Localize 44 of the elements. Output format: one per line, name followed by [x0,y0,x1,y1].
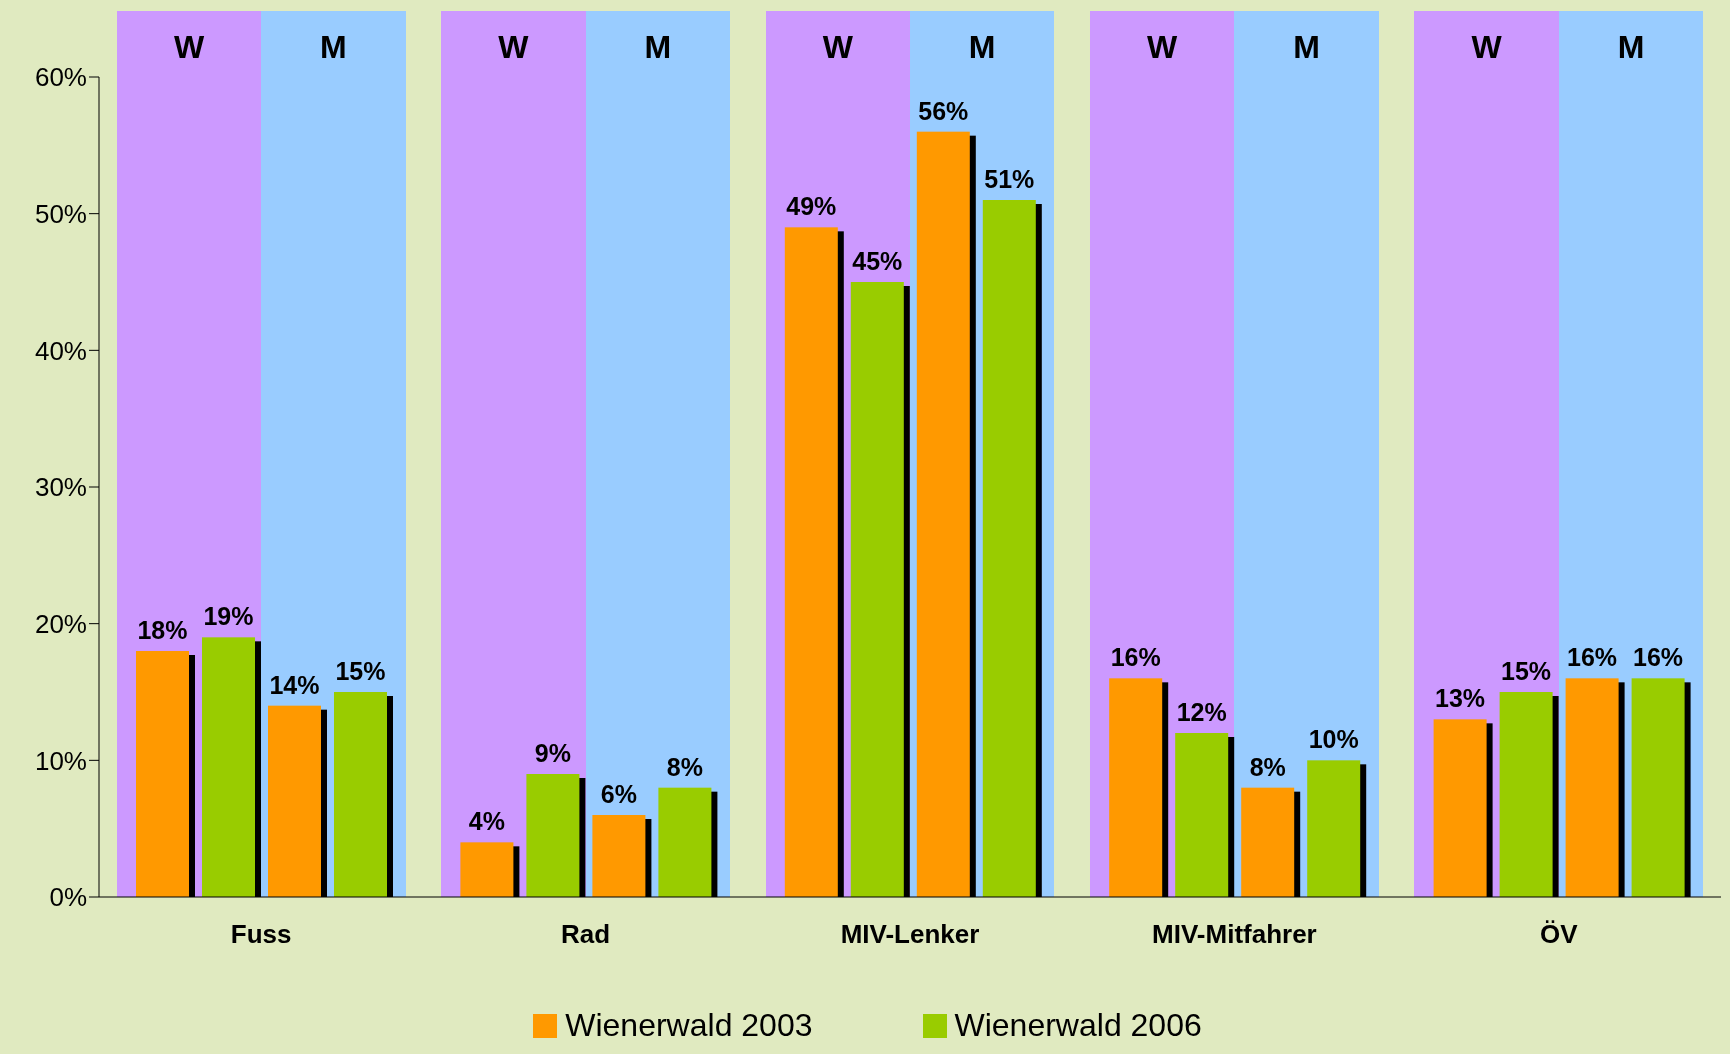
data-label: 10% [1308,725,1359,754]
x-tick-label: ÖV [1540,919,1579,950]
y-tick-label: 50% [34,198,87,229]
data-label: 16% [1567,643,1618,672]
band-label: M [1616,29,1646,66]
data-label: 8% [666,752,703,781]
y-tick-label: 20% [34,608,87,639]
data-label: 45% [852,247,903,275]
data-label: 51% [984,165,1035,193]
band-label: W [821,29,854,66]
y-tick-label: 60% [34,62,87,93]
band-label: W [497,29,530,66]
y-tick-label: 40% [34,335,87,366]
band-label: W [172,29,206,66]
y-tick-label: 10% [34,745,87,776]
data-label: 15% [1501,657,1552,685]
legend-label: Wienerwald 2006 [954,1007,1202,1044]
band-label: W [1470,29,1503,66]
x-tick-label: Fuss [230,919,292,950]
x-tick-label: MIV-Mitfahrer [1152,919,1317,950]
data-label: 15% [335,657,386,685]
data-label: 19% [203,602,254,631]
band-label: M [967,29,997,66]
data-label: 6% [600,780,637,808]
band-label: M [1292,29,1321,66]
data-label: 16% [1110,643,1161,672]
data-label: 18% [137,616,188,644]
data-label: 9% [534,739,571,767]
band-label: W [1146,29,1179,66]
data-label: 13% [1435,684,1486,713]
data-label: 14% [269,670,320,699]
data-label: 8% [1249,752,1286,781]
band-label: M [643,29,673,66]
y-tick-label: 30% [34,472,87,503]
data-label: 12% [1176,698,1227,726]
data-label: 49% [786,192,837,221]
x-tick-label: MIV-Lenker [840,919,980,950]
data-label: 4% [468,807,505,836]
data-label: 16% [1633,643,1684,672]
y-tick-label: 0% [49,882,87,913]
band-label: M [319,29,348,66]
x-tick-label: Rad [561,919,611,950]
legend-label: Wienerwald 2003 [565,1007,813,1044]
data-label: 56% [918,96,969,125]
